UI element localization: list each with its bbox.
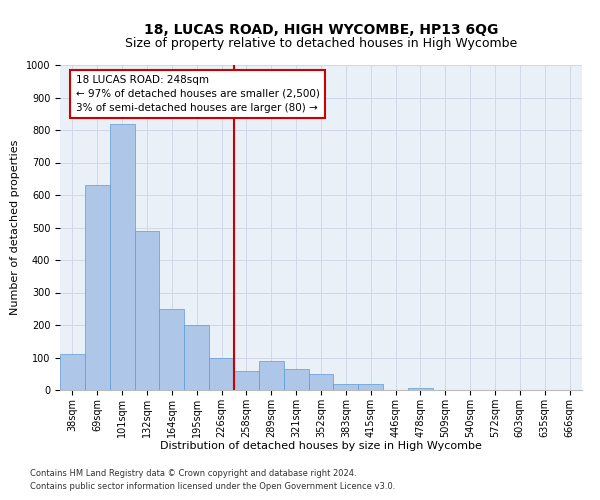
Bar — [259, 361, 284, 390]
Bar — [134, 231, 160, 390]
Bar — [284, 369, 308, 390]
Text: Contains HM Land Registry data © Crown copyright and database right 2024.: Contains HM Land Registry data © Crown c… — [30, 468, 356, 477]
Y-axis label: Number of detached properties: Number of detached properties — [10, 140, 20, 315]
Bar — [234, 370, 259, 390]
Bar — [184, 325, 209, 390]
Bar — [209, 358, 234, 390]
Bar — [85, 185, 110, 390]
Bar — [334, 384, 358, 390]
Bar — [110, 124, 134, 390]
Text: Contains public sector information licensed under the Open Government Licence v3: Contains public sector information licen… — [30, 482, 395, 491]
Text: 18, LUCAS ROAD, HIGH WYCOMBE, HP13 6QG: 18, LUCAS ROAD, HIGH WYCOMBE, HP13 6QG — [144, 22, 498, 36]
Bar — [308, 374, 334, 390]
Text: 18 LUCAS ROAD: 248sqm
← 97% of detached houses are smaller (2,500)
3% of semi-de: 18 LUCAS ROAD: 248sqm ← 97% of detached … — [76, 74, 320, 113]
Bar — [60, 354, 85, 390]
X-axis label: Distribution of detached houses by size in High Wycombe: Distribution of detached houses by size … — [160, 442, 482, 452]
Text: Size of property relative to detached houses in High Wycombe: Size of property relative to detached ho… — [125, 38, 517, 51]
Bar — [408, 388, 433, 390]
Bar — [358, 384, 383, 390]
Bar — [160, 308, 184, 390]
